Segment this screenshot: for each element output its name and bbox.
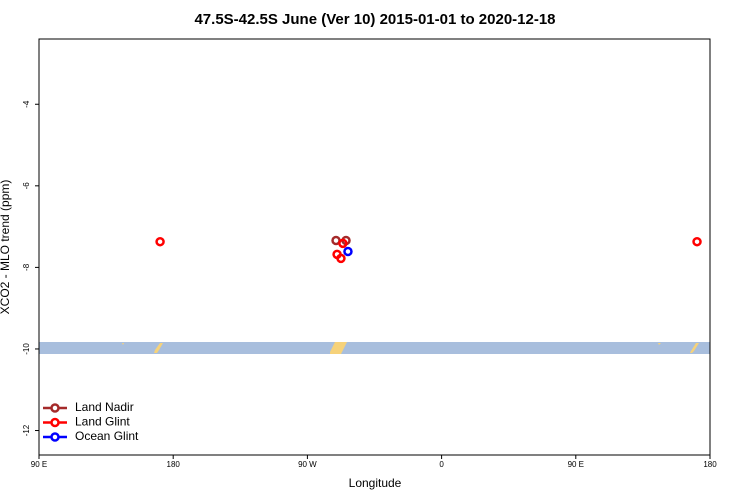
x-tick-label: 0 bbox=[439, 460, 444, 469]
legend-label: Land Glint bbox=[75, 415, 130, 429]
map-strip bbox=[39, 342, 710, 354]
ocean-strip bbox=[39, 342, 710, 354]
x-tick-label: 180 bbox=[167, 460, 181, 469]
point bbox=[338, 238, 348, 249]
legend-marker bbox=[50, 403, 60, 413]
y-tick-label: -6 bbox=[22, 182, 31, 190]
point bbox=[336, 253, 346, 264]
x-axis-label: Longitude bbox=[349, 476, 402, 490]
y-tick-label: -12 bbox=[22, 424, 31, 436]
plot-frame bbox=[38, 38, 711, 456]
point bbox=[155, 236, 165, 247]
legend-marker bbox=[50, 417, 60, 428]
legend-label: Ocean Glint bbox=[75, 429, 139, 443]
x-tick-label: 180 bbox=[703, 460, 717, 469]
y-axis-label: XCO2 - MLO trend (ppm) bbox=[0, 180, 12, 315]
x-tick-label: 90 E bbox=[31, 460, 47, 469]
y-tick-label: -10 bbox=[22, 343, 31, 355]
legend-label: Land Nadir bbox=[75, 400, 134, 414]
y-tick-label: -4 bbox=[22, 100, 31, 108]
legend-marker bbox=[50, 432, 60, 442]
y-tick-label: -8 bbox=[22, 263, 31, 271]
point bbox=[692, 236, 702, 247]
x-tick-label: 90 E bbox=[568, 460, 584, 469]
x-tick-label: 90 W bbox=[298, 460, 317, 469]
chart-title: 47.5S-42.5S June (Ver 10) 2015-01-01 to … bbox=[194, 11, 555, 28]
point bbox=[343, 246, 353, 257]
